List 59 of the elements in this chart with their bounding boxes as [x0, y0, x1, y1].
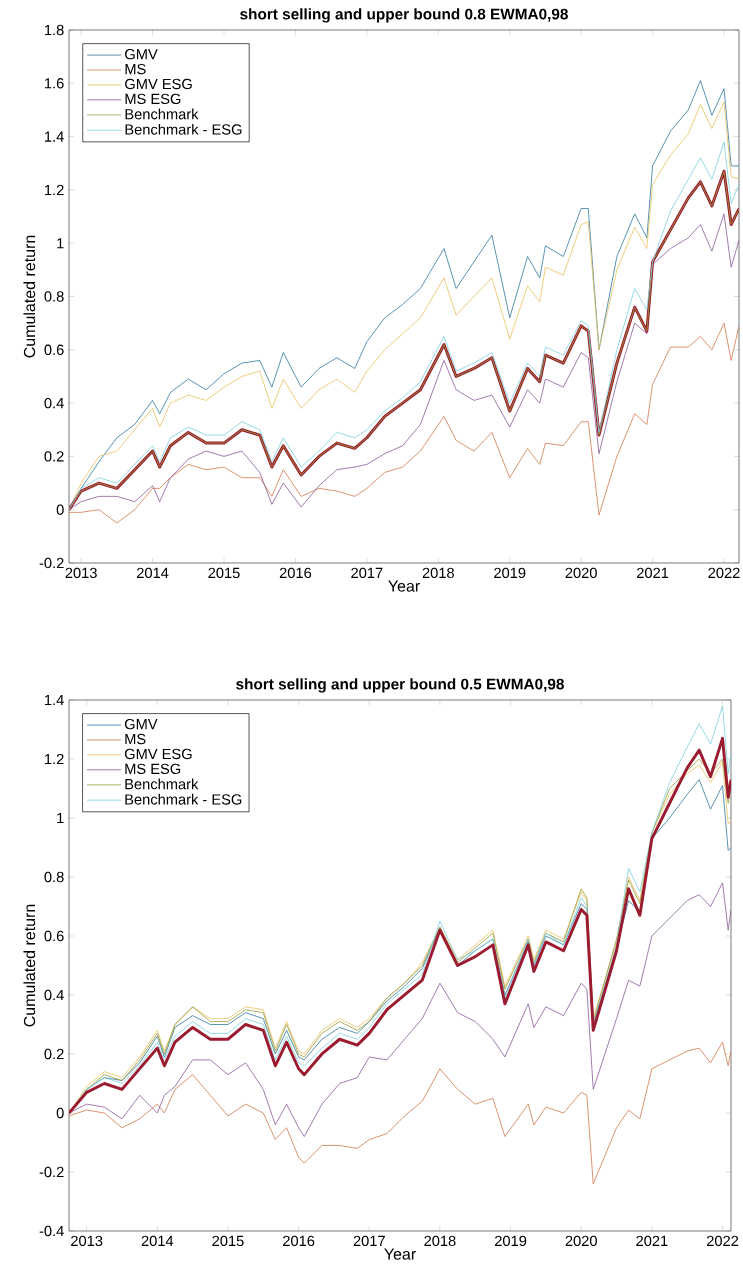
x-axis-title: Year [388, 580, 420, 592]
x-axis-title: Year [384, 1248, 416, 1260]
x-tick-label: 2017 [351, 567, 383, 579]
y-tick-label: -0.4 [39, 1225, 64, 1237]
x-tick-label: 2016 [279, 567, 312, 579]
y-tick-label: 0.2 [44, 451, 64, 462]
legend-label: GMV ESG [125, 78, 192, 90]
y-tick-label: 1.2 [45, 184, 64, 196]
x-tick-label: 2015 [212, 1235, 244, 1247]
y-tick-label: 0.2 [44, 1048, 64, 1060]
x-tick-label: 2018 [424, 1235, 456, 1247]
y-tick-label: -0.2 [39, 1166, 64, 1178]
y-axis-title: Cumulated return [23, 235, 36, 358]
y-tick-label: 0.8 [44, 291, 64, 302]
legend-label: Benchmark [125, 108, 199, 120]
x-tick-label: 2021 [636, 1235, 668, 1247]
x-tick-label: 2013 [71, 1235, 103, 1247]
y-tick-label: 0.4 [44, 989, 64, 1001]
legend-label: Benchmark - ESG [125, 793, 242, 805]
legend-label: MS [125, 63, 146, 75]
y-tick-label: 0.8 [44, 871, 64, 883]
legend-label: GMV [124, 718, 158, 730]
x-tick-label: 2019 [494, 567, 526, 579]
chart-title: short selling and upper bound 0.5 EWMA0,98 [236, 678, 564, 693]
x-tick-label: 2013 [65, 567, 97, 579]
x-tick-label: 2019 [494, 1235, 527, 1247]
x-tick-label: 2022 [708, 567, 740, 579]
y-tick-label: -0.2 [39, 557, 64, 569]
x-tick-label: 2014 [136, 567, 169, 579]
x-tick-label: 2016 [283, 1235, 315, 1247]
y-tick-label: 0 [56, 504, 64, 515]
x-tick-label: 2018 [422, 567, 454, 579]
y-tick-label: 1 [57, 238, 64, 249]
legend-label: Benchmark - ESG [125, 123, 242, 135]
x-tick-label: 2015 [208, 567, 240, 579]
legend-label: MS [125, 733, 146, 745]
y-axis-title: Cumulated return [23, 904, 36, 1027]
chart-title: short selling and upper bound 0.8 EWMA0,98 [240, 8, 568, 23]
y-tick-label: 0.4 [44, 397, 64, 409]
x-tick-label: 2020 [565, 567, 597, 579]
x-tick-label: 2021 [637, 567, 669, 579]
y-tick-label: 1.6 [45, 78, 64, 89]
y-tick-label: 0 [56, 1107, 64, 1119]
x-tick-label: 2020 [565, 1235, 597, 1247]
legend-label: GMV [125, 48, 158, 60]
x-tick-label: 2014 [141, 1235, 174, 1247]
legend-label: Benchmark [125, 778, 199, 790]
legend-label: GMV ESG [124, 748, 192, 760]
x-tick-label: 2022 [706, 1235, 739, 1247]
y-tick-label: 0.6 [44, 930, 64, 942]
y-tick-label: 1.8 [45, 24, 64, 36]
y-tick-label: 1 [57, 812, 64, 824]
y-tick-label: 1.4 [45, 131, 64, 142]
legend-label: MS ESG [125, 93, 181, 105]
x-tick-label: 2017 [353, 1235, 385, 1247]
y-tick-label: 0.6 [44, 344, 64, 355]
y-tick-label: 1.4 [45, 694, 64, 706]
y-tick-label: 1.2 [45, 753, 64, 765]
legend-label: MS ESG [125, 763, 181, 775]
